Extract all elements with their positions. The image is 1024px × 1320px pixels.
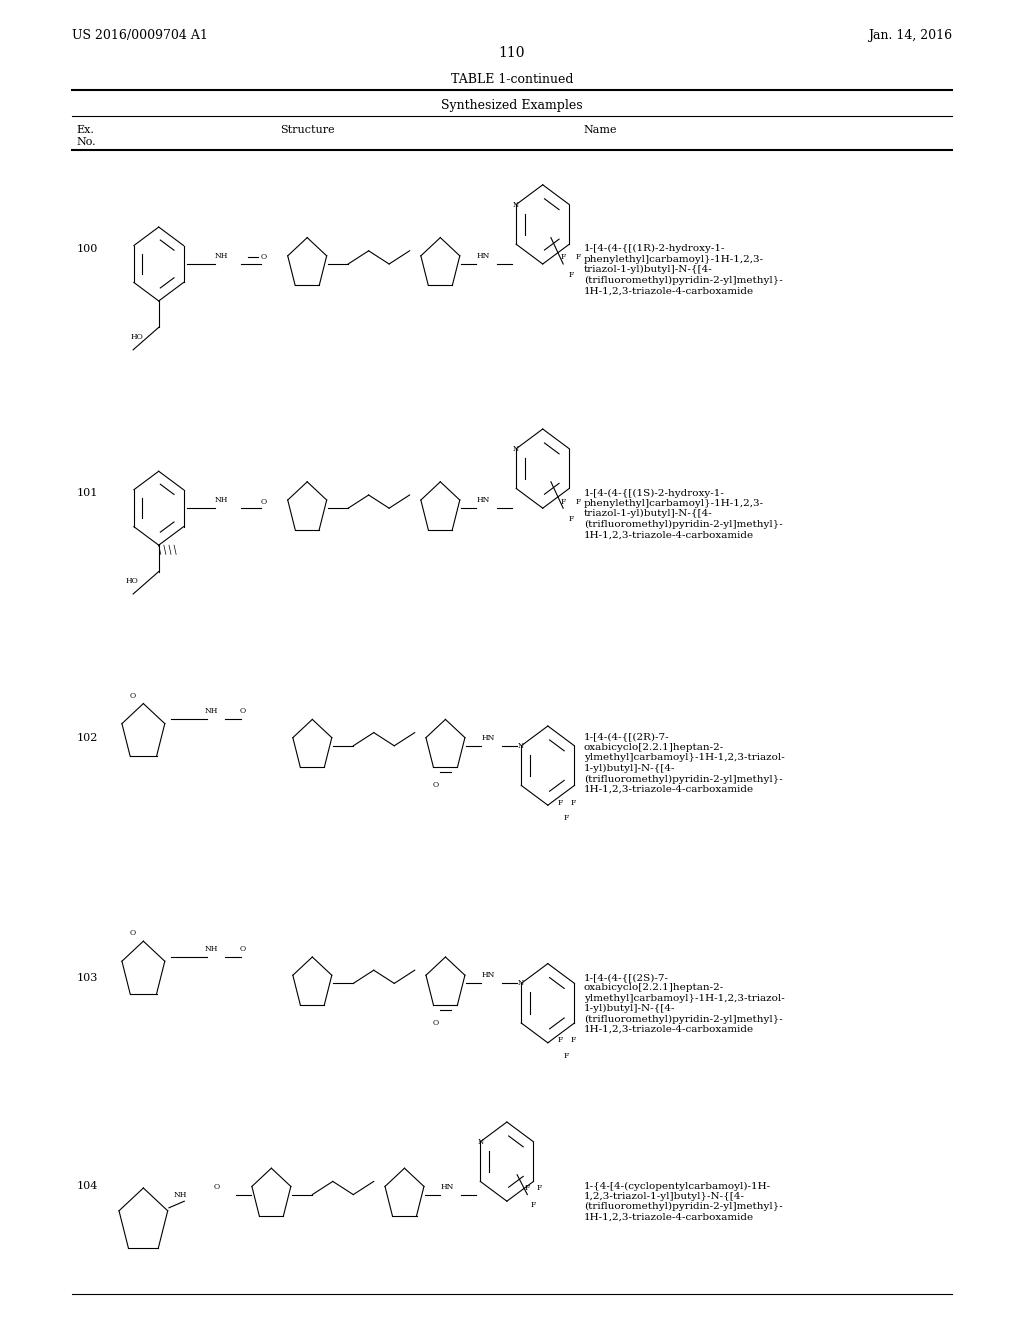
Text: N: N — [513, 201, 519, 209]
Text: F: F — [568, 515, 574, 523]
Text: Synthesized Examples: Synthesized Examples — [441, 99, 583, 112]
Text: F: F — [560, 253, 566, 261]
Text: 104: 104 — [77, 1181, 98, 1192]
Text: 103: 103 — [77, 973, 98, 983]
Text: N: N — [518, 742, 524, 750]
Text: HO: HO — [126, 577, 138, 585]
Text: F: F — [530, 1201, 537, 1209]
Text: O: O — [240, 945, 246, 953]
Text: F: F — [563, 1052, 569, 1060]
Text: NH: NH — [215, 252, 228, 260]
Text: US 2016/0009704 A1: US 2016/0009704 A1 — [72, 29, 208, 42]
Text: Name: Name — [584, 125, 617, 136]
Text: O: O — [261, 253, 267, 261]
Text: NH: NH — [205, 708, 218, 715]
Text: 1-[4-(4-{[(2R)-7-
oxabicyclo[2.2.1]heptan-2-
ylmethyl]carbamoyl}-1H-1,2,3-triazo: 1-[4-(4-{[(2R)-7- oxabicyclo[2.2.1]hepta… — [584, 733, 784, 793]
Text: 110: 110 — [499, 46, 525, 61]
Text: NH: NH — [174, 1191, 187, 1199]
Text: F: F — [557, 799, 563, 807]
Text: 102: 102 — [77, 733, 98, 743]
Text: O: O — [261, 498, 267, 506]
Text: HO: HO — [131, 333, 143, 341]
Text: N: N — [477, 1138, 483, 1146]
Text: O: O — [240, 708, 246, 715]
Text: TABLE 1-continued: TABLE 1-continued — [451, 73, 573, 86]
Text: Ex.
No.: Ex. No. — [77, 125, 96, 147]
Text: HN: HN — [481, 972, 495, 979]
Text: 1-{4-[4-(cyclopentylcarbamoyl)-1H-
1,2,3-triazol-1-yl]butyl}-N-{[4-
(trifluorome: 1-{4-[4-(cyclopentylcarbamoyl)-1H- 1,2,3… — [584, 1181, 782, 1222]
Text: F: F — [575, 253, 582, 261]
Text: F: F — [560, 498, 566, 506]
Text: Structure: Structure — [280, 125, 335, 136]
Text: Jan. 14, 2016: Jan. 14, 2016 — [868, 29, 952, 42]
Text: NH: NH — [215, 496, 228, 504]
Text: 1-[4-(4-{[(2S)-7-
oxabicyclo[2.2.1]heptan-2-
ylmethyl]carbamoyl}-1H-1,2,3-triazo: 1-[4-(4-{[(2S)-7- oxabicyclo[2.2.1]hepta… — [584, 973, 784, 1034]
Text: F: F — [537, 1184, 543, 1192]
Text: O: O — [214, 1183, 220, 1191]
Text: 101: 101 — [77, 488, 98, 499]
Text: F: F — [570, 799, 577, 807]
Text: F: F — [524, 1184, 530, 1192]
Text: O: O — [130, 929, 136, 937]
Text: HN: HN — [476, 252, 489, 260]
Text: HN: HN — [481, 734, 495, 742]
Text: F: F — [568, 271, 574, 279]
Text: F: F — [563, 814, 569, 822]
Text: O: O — [432, 1019, 438, 1027]
Text: N: N — [518, 979, 524, 987]
Text: F: F — [575, 498, 582, 506]
Text: N: N — [513, 445, 519, 453]
Text: O: O — [130, 692, 136, 700]
Text: F: F — [557, 1036, 563, 1044]
Text: O: O — [432, 781, 438, 789]
Text: HN: HN — [476, 496, 489, 504]
Text: F: F — [570, 1036, 577, 1044]
Text: HN: HN — [440, 1183, 454, 1191]
Text: 1-[4-(4-{[(1S)-2-hydroxy-1-
phenylethyl]carbamoyl}-1H-1,2,3-
triazol-1-yl)butyl]: 1-[4-(4-{[(1S)-2-hydroxy-1- phenylethyl]… — [584, 488, 782, 540]
Text: 1-[4-(4-{[(1R)-2-hydroxy-1-
phenylethyl]carbamoyl}-1H-1,2,3-
triazol-1-yl)butyl]: 1-[4-(4-{[(1R)-2-hydroxy-1- phenylethyl]… — [584, 244, 782, 296]
Text: NH: NH — [205, 945, 218, 953]
Text: 100: 100 — [77, 244, 98, 255]
